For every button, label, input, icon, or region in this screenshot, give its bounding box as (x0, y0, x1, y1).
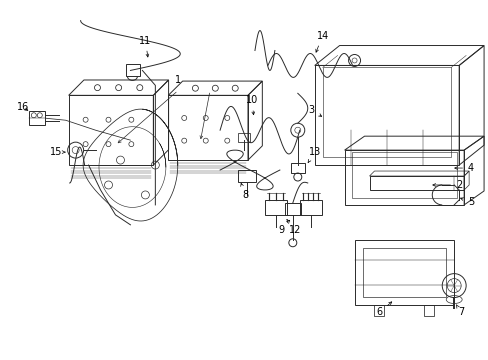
Text: 13: 13 (307, 147, 320, 162)
Text: 2: 2 (432, 180, 461, 190)
Text: 3: 3 (308, 105, 321, 116)
Text: 1: 1 (175, 75, 181, 85)
Bar (126, 64, 140, 76)
Bar (290, 163, 304, 173)
Text: 15: 15 (49, 147, 65, 157)
Text: 6: 6 (376, 302, 391, 318)
Text: 5: 5 (460, 197, 473, 207)
Text: 14: 14 (315, 31, 328, 52)
Text: 16: 16 (17, 102, 29, 112)
Bar (264, 200, 286, 215)
Bar (29, 111, 45, 125)
Bar (238, 133, 249, 142)
Bar (299, 200, 321, 215)
Text: 9: 9 (278, 220, 289, 235)
Text: 8: 8 (240, 183, 247, 200)
Bar (285, 203, 300, 215)
Text: 7: 7 (455, 305, 463, 318)
Text: 4: 4 (454, 163, 473, 173)
Text: 10: 10 (245, 95, 258, 115)
Text: 11: 11 (139, 36, 151, 57)
Text: 12: 12 (286, 220, 301, 235)
Bar (238, 170, 255, 182)
